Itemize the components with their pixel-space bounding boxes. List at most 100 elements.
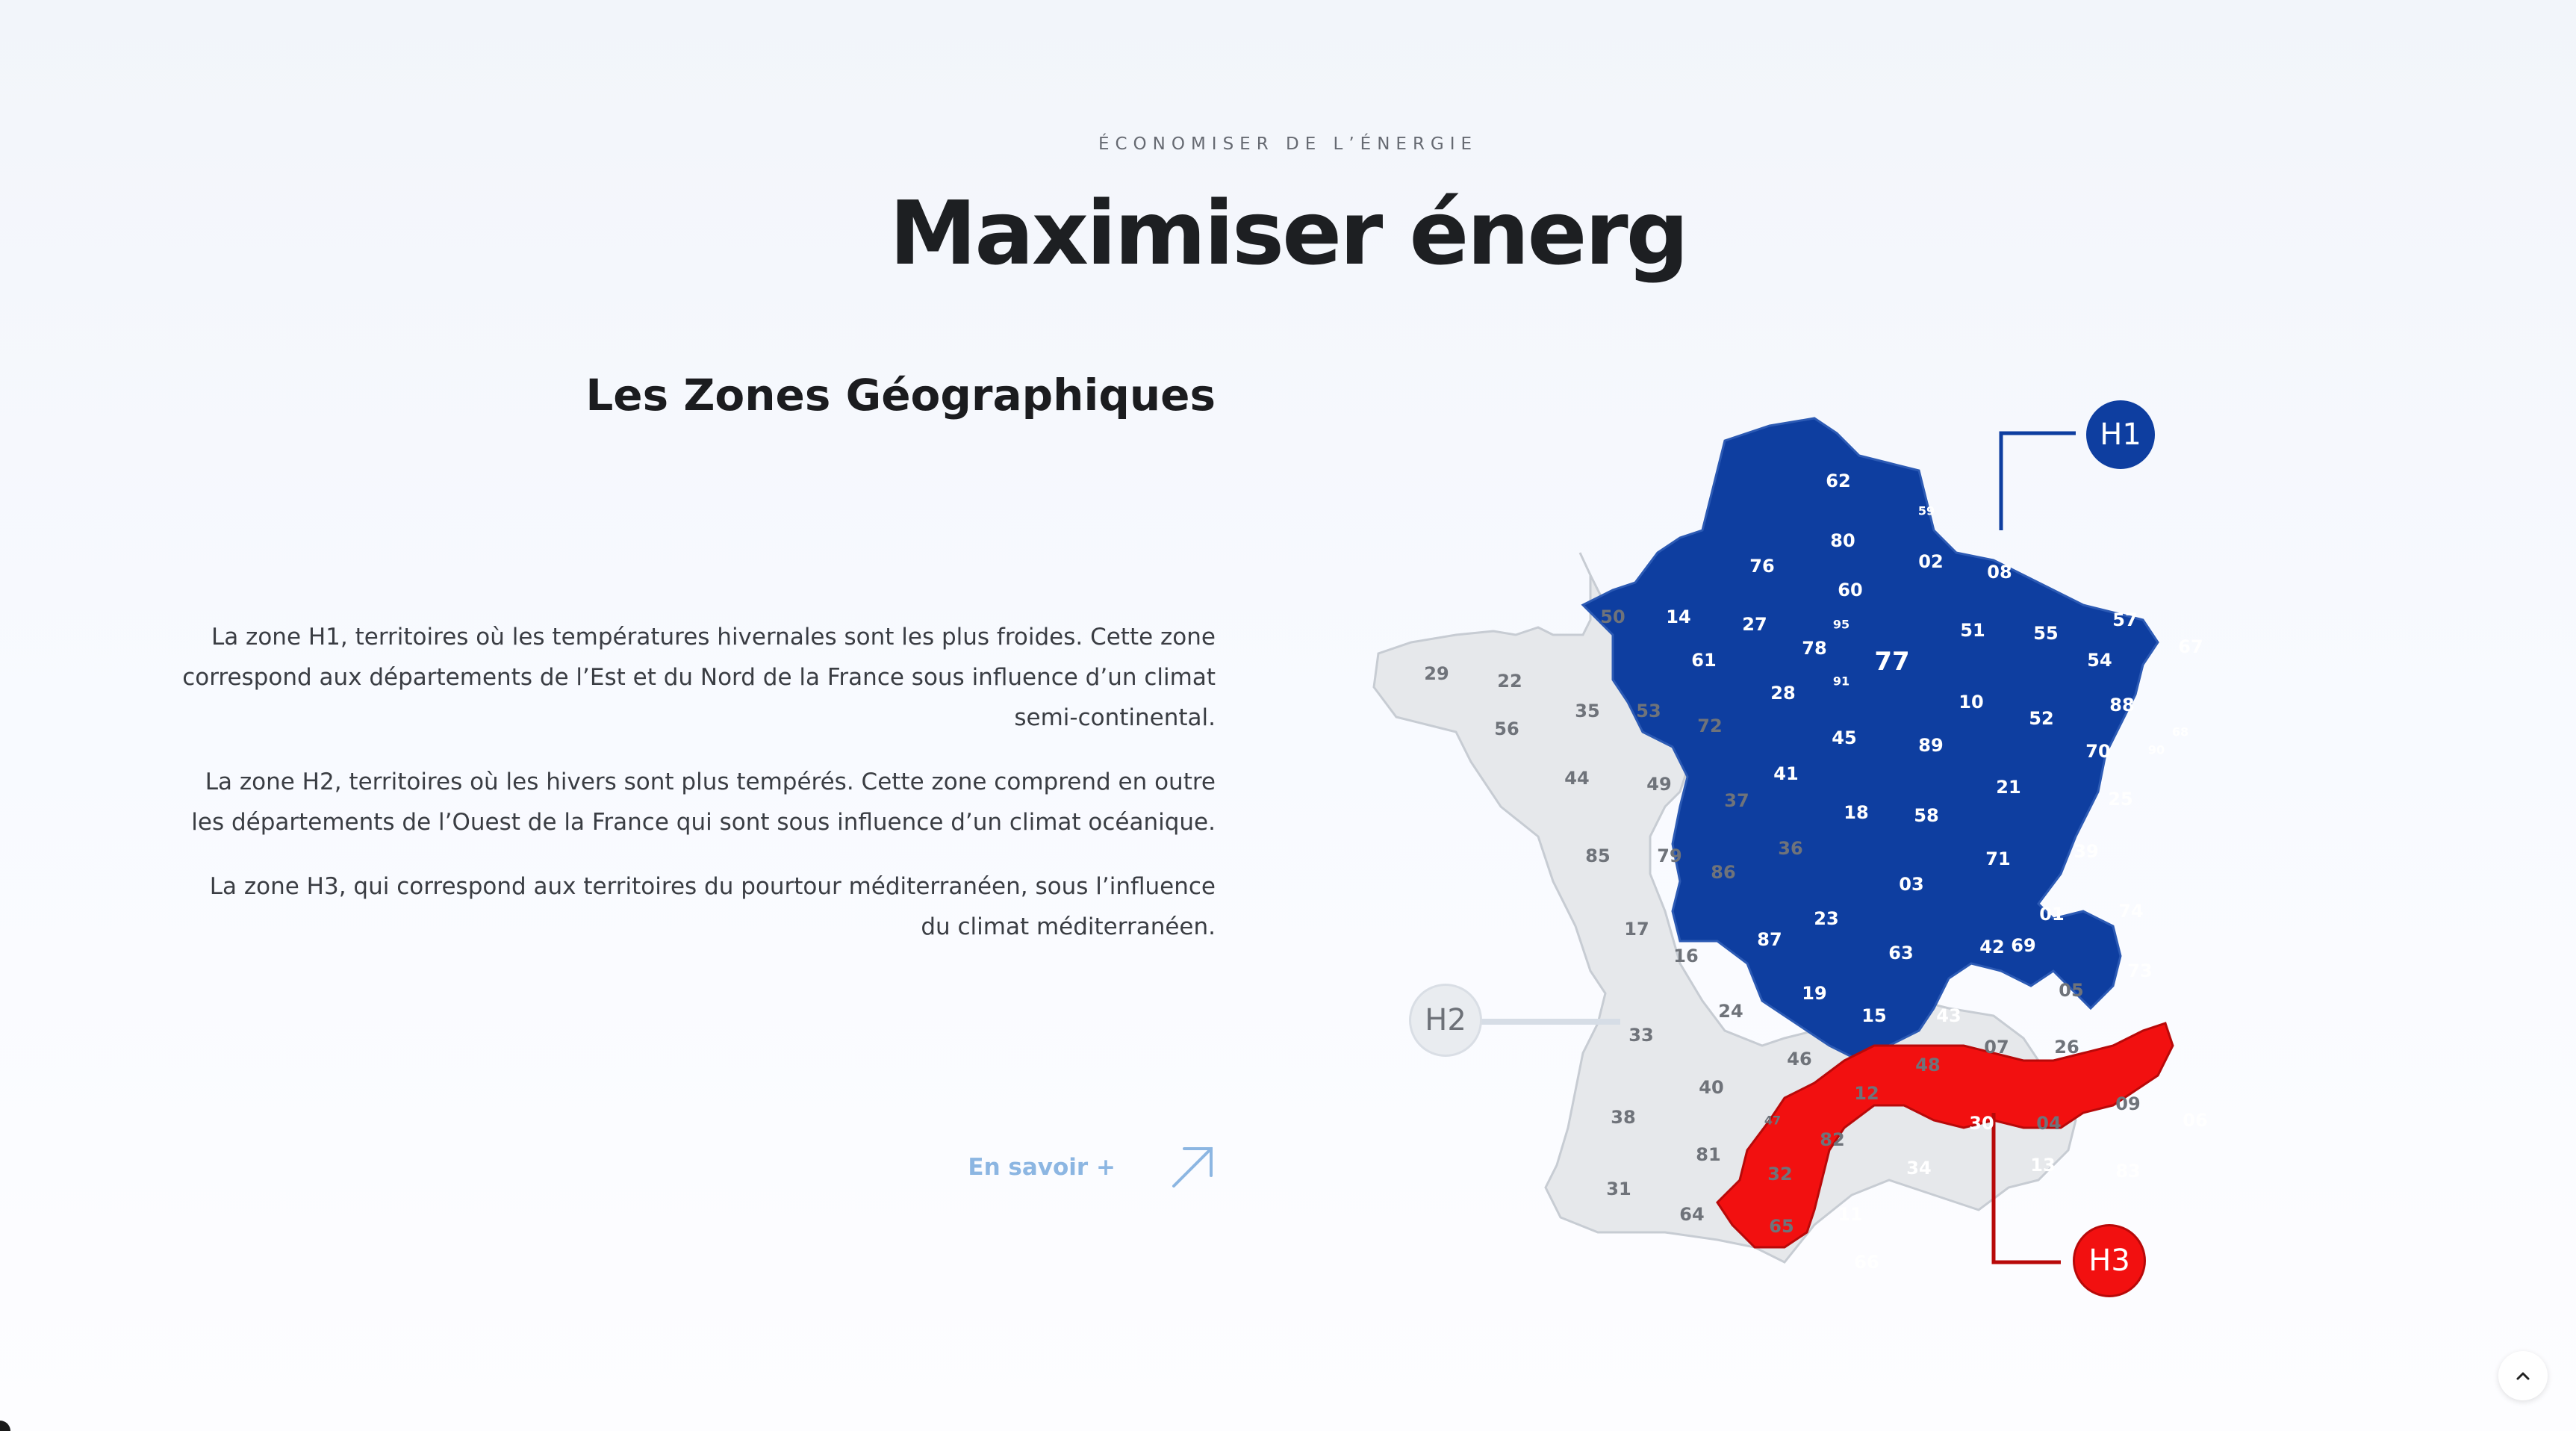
dept-label: 13	[2030, 1155, 2056, 1176]
scroll-top-button[interactable]	[2498, 1351, 2548, 1400]
france-zones-map: H1 H2 H3 62 59 80 02 08 76 60 14 27 95 7…	[1366, 388, 2247, 1307]
zone-h1-badge: H1	[2086, 400, 2155, 469]
dept-label: 65	[1769, 1216, 1794, 1237]
zone-h1-paragraph: La zone H1, territoires où les températu…	[182, 624, 1216, 731]
dept-label: 73	[2127, 960, 2153, 981]
dept-label: 71	[1985, 848, 2011, 869]
h1-connector	[1999, 431, 2076, 530]
dept-label: 49	[1646, 774, 1672, 795]
dept-label: 52	[2029, 708, 2054, 729]
dept-label: 34	[1906, 1158, 1932, 1179]
dept-label: 59	[1917, 503, 1935, 518]
dept-label: 22	[1497, 671, 1522, 692]
dept-label: 81	[1696, 1144, 1721, 1165]
dept-label: 17	[1624, 919, 1649, 940]
dept-label: 18	[1844, 802, 1869, 823]
h3-connector	[1991, 1113, 2061, 1264]
learn-more-label: En savoir +	[968, 1154, 1116, 1181]
dept-label: 60	[1838, 580, 1863, 600]
dept-label: 86	[1711, 862, 1736, 883]
dept-label: 63	[1888, 943, 1914, 963]
dept-label: 41	[1773, 763, 1799, 784]
dept-label: 23	[1814, 908, 1839, 929]
dept-label: 45	[1832, 727, 1857, 748]
dept-label: 33	[1628, 1025, 1654, 1046]
dept-label: 27	[1742, 614, 1767, 635]
zone-h1-shape	[1581, 417, 2159, 1062]
dept-label: 85	[1585, 845, 1611, 866]
dept-label: 91	[1832, 674, 1850, 689]
dept-label: 04	[2036, 1113, 2062, 1134]
dept-label: 19	[1802, 983, 1827, 1004]
learn-more-link[interactable]: En savoir +	[968, 1144, 1216, 1191]
zones-title: Les Zones Géographiques	[585, 370, 1216, 420]
arrow-up-right-icon	[1172, 1147, 1213, 1188]
dept-label: 74	[2118, 901, 2144, 922]
dept-label: 78	[1802, 638, 1827, 659]
zone-h3-shape	[1716, 1022, 2174, 1249]
dept-label: 11	[1838, 1204, 1863, 1225]
dept-label: 10	[1959, 692, 1984, 713]
dept-label: 89	[1918, 735, 1944, 756]
dept-label: 72	[1697, 716, 1723, 736]
dept-label: 79	[1657, 845, 1682, 866]
dept-label: 14	[1666, 606, 1691, 627]
dept-label: 01	[2039, 904, 2065, 925]
dept-label: 39	[2073, 841, 2099, 862]
dept-label: 16	[1673, 946, 1699, 966]
section-eyebrow: ÉCONOMISER DE L’ÉNERGIE	[1098, 134, 1478, 154]
dept-label: 87	[1757, 929, 1782, 950]
dept-label: 08	[1987, 562, 2012, 583]
dept-label: 57	[2112, 609, 2138, 630]
dept-label: 46	[1787, 1049, 1812, 1070]
dept-label: 25	[2108, 789, 2133, 810]
dept-label: 15	[1861, 1005, 1887, 1026]
dept-label: 69	[2011, 935, 2036, 956]
dept-label: 80	[1830, 530, 1855, 551]
dept-label: 83	[2115, 1161, 2141, 1182]
dept-label: 28	[1770, 683, 1796, 704]
dept-label: 58	[1914, 805, 1939, 826]
window-corner	[0, 1421, 10, 1431]
chevron-up-icon	[2516, 1372, 2530, 1380]
dept-label: 67	[2178, 636, 2203, 657]
dept-label: 21	[1996, 777, 2021, 798]
dept-label: 26	[2054, 1037, 2079, 1058]
dept-label: 70	[2085, 741, 2111, 762]
dept-label: 51	[1960, 620, 1985, 641]
zone-h3-paragraph: La zone H3, qui correspond aux territoir…	[209, 873, 1216, 940]
page-title: Maximiser énerg	[889, 181, 1689, 285]
dept-label: 90	[2147, 742, 2165, 757]
dept-label: 56	[1494, 718, 1519, 739]
dept-label: 43	[1936, 1005, 1961, 1026]
dept-label: 42	[1979, 937, 2005, 957]
dept-label: 66	[1854, 1252, 1879, 1273]
dept-label: 30	[1969, 1113, 1994, 1134]
dept-label: 12	[1854, 1083, 1879, 1104]
dept-label: 88	[2109, 695, 2135, 716]
dept-label: 24	[1718, 1001, 1743, 1022]
dept-label: 82	[1820, 1129, 1845, 1150]
dept-label: 02	[1918, 551, 1944, 572]
dept-label: 55	[2033, 623, 2059, 644]
dept-label: 37	[1724, 790, 1749, 811]
dept-label: 29	[1424, 663, 1449, 684]
dept-label: 38	[1611, 1107, 1636, 1128]
dept-label: 05	[2059, 980, 2084, 1001]
dept-label: 40	[1699, 1077, 1724, 1098]
zone-h2-badge: H2	[1411, 986, 1480, 1055]
dept-label: 48	[1915, 1055, 1941, 1075]
dept-label: 36	[1778, 838, 1803, 859]
dept-label: 68	[2171, 724, 2189, 739]
dept-label: 47	[1764, 1113, 1782, 1128]
dept-label: 53	[1636, 701, 1661, 721]
dept-label: 54	[2087, 650, 2112, 671]
dept-label: 09	[2115, 1093, 2141, 1114]
dept-label: 62	[1826, 471, 1851, 491]
dept-label: 07	[1984, 1037, 2009, 1058]
zones-description: La zone H1, territoires où les températu…	[179, 617, 1216, 971]
dept-label: 95	[1832, 617, 1850, 632]
zone-h2-paragraph: La zone H2, territoires où les hivers so…	[191, 769, 1216, 836]
dept-label: 03	[1899, 874, 1924, 895]
dept-label: 61	[1691, 650, 1717, 671]
